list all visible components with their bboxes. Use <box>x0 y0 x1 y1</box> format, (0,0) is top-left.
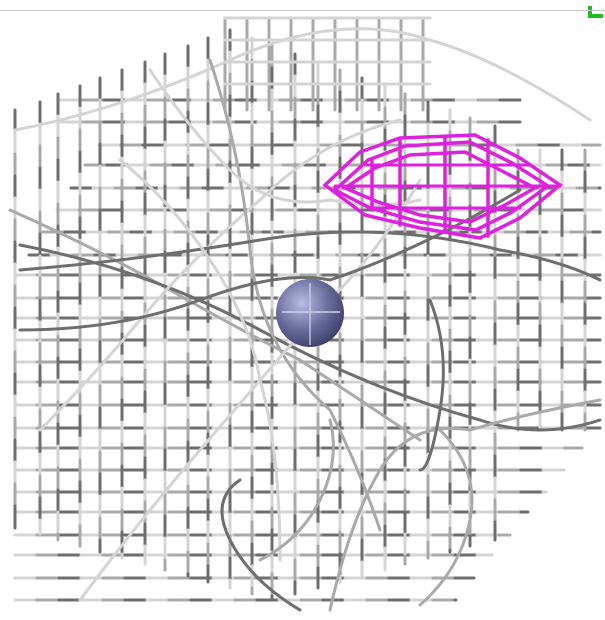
central-atom-sphere[interactable] <box>276 279 344 347</box>
mesh-curve <box>208 58 382 532</box>
corner-marker <box>588 6 603 18</box>
mesh-curves <box>8 27 602 612</box>
mesh-curve <box>328 398 602 612</box>
mesh-curve <box>418 298 445 472</box>
mesh-curve <box>220 478 302 612</box>
mesh-curve <box>118 158 282 562</box>
mesh-curve <box>38 118 402 432</box>
mesh-curve <box>78 178 422 602</box>
top-divider <box>0 10 605 11</box>
electron-density-mesh <box>13 16 602 602</box>
mesh-curve <box>13 27 592 132</box>
mesh-curve <box>418 428 474 607</box>
mesh-curve <box>18 188 522 332</box>
mesh-curve <box>18 230 602 282</box>
mesh-curve <box>18 243 602 432</box>
highlighted-mesh-region[interactable] <box>322 133 563 240</box>
mesh-curve <box>8 208 422 442</box>
mesh-curve <box>258 418 335 562</box>
